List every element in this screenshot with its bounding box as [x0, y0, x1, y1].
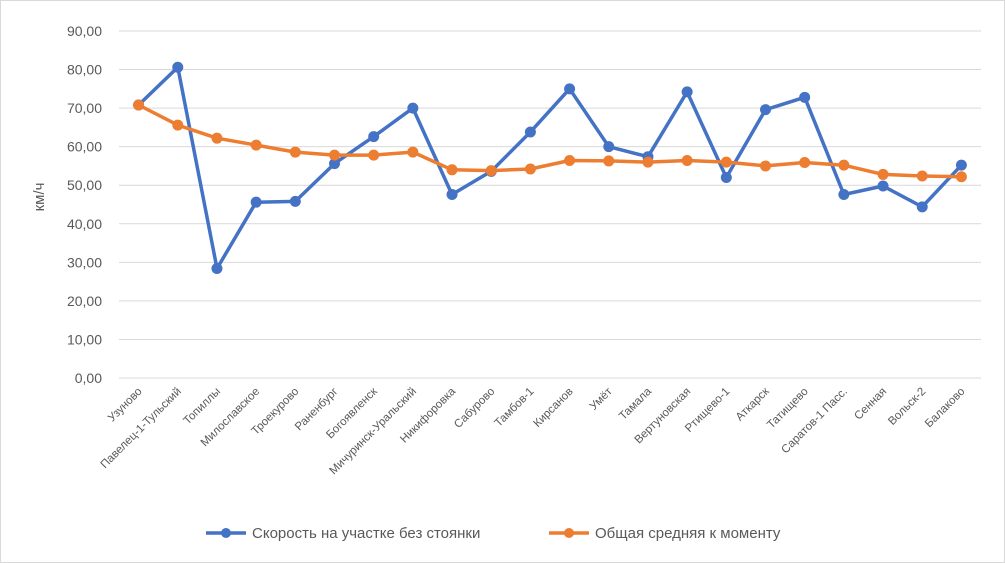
series-2-point [681, 155, 693, 167]
series-2-point [603, 155, 615, 167]
y-tick-label: 0,00 [75, 370, 102, 386]
y-tick-label: 90,00 [67, 23, 102, 39]
series-2-point [799, 156, 811, 168]
legend-swatch-marker [221, 528, 231, 538]
x-tick-labels: УзуновоПавелец-1-ТульскийТопиллыМилослав… [99, 385, 968, 477]
y-tick-label: 30,00 [67, 254, 102, 270]
x-tick-label: Павелец-1-Тульский [99, 386, 184, 471]
series-markers [133, 61, 967, 275]
x-tick-label: Кирсанов [531, 386, 575, 430]
x-tick-label: Балаково [923, 386, 968, 431]
series-2-point [760, 160, 771, 172]
series-1-point [603, 141, 615, 153]
legend-swatch-marker [564, 528, 574, 538]
series-line-1 [137, 65, 963, 271]
series-2-point [524, 163, 536, 175]
x-tick-label: Саратов-1 Пасс. [779, 386, 850, 457]
x-tick-label: Тамбов-1 [493, 386, 537, 430]
series-1-point [955, 159, 967, 171]
series-2-point [720, 156, 732, 168]
series-2-point [133, 99, 145, 111]
series-1-point [446, 188, 458, 200]
series-lines [137, 65, 963, 271]
series-1-point [760, 104, 771, 116]
y-axis-title: км/ч [31, 183, 48, 212]
series-1-point [211, 263, 223, 275]
series-2-point [642, 156, 654, 168]
series-2-point [877, 168, 889, 180]
x-tick-label: Топиллы [181, 386, 223, 428]
series-1-point [916, 201, 928, 213]
series-1-point [524, 126, 536, 138]
y-tick-label: 20,00 [67, 293, 102, 309]
x-tick-label: Тамала [617, 385, 654, 422]
y-tick-label: 50,00 [67, 177, 102, 193]
series-line-2 [137, 103, 962, 179]
series-2-point [368, 149, 380, 161]
series-2-point [446, 164, 458, 176]
x-tick-label: Аткарск [734, 385, 773, 424]
series-1-point [877, 180, 889, 192]
series-1-point [681, 86, 693, 98]
series-2-point [916, 170, 928, 182]
series-1-point [172, 61, 184, 73]
series-1-point [407, 102, 419, 114]
x-tick-label: Умёт [588, 385, 616, 413]
series-1-point [368, 131, 380, 143]
series-2-point [838, 159, 850, 171]
gridlines [119, 30, 981, 379]
y-tick-label: 10,00 [67, 331, 102, 347]
series-2-point [172, 119, 184, 131]
x-tick-label: Сенная [852, 386, 889, 423]
series-2-point [485, 165, 497, 177]
series-2-point [289, 146, 301, 158]
y-tick-labels: 0,00 10,00 20,00 30,00 40,00 50,00 60,00 70,00 8… [67, 23, 102, 386]
legend-label: Общая средняя к моменту [595, 525, 781, 542]
series-2-point [955, 171, 967, 183]
series-1-point [720, 172, 732, 184]
series-1-point [838, 188, 850, 200]
series-2-point [564, 155, 576, 167]
y-tick-label: 40,00 [67, 216, 102, 232]
series-2-point [407, 146, 419, 158]
series-2-point [211, 132, 223, 144]
x-tick-label: Сабурово [452, 386, 497, 431]
series-1-point [564, 83, 576, 95]
series-2-point [329, 149, 340, 161]
series-1-point [250, 196, 262, 208]
legend-label: Скорость на участке без стоянки [252, 525, 480, 542]
y-tick-label: 60,00 [67, 139, 102, 155]
y-tick-label: 80,00 [67, 62, 102, 78]
y-tick-label: 70,00 [67, 100, 102, 116]
x-tick-label: Узуново [106, 386, 145, 425]
legend: Скорость на участке без стоянки Общая сре… [206, 525, 781, 542]
series-1-point [799, 91, 811, 103]
series-2-point [250, 139, 262, 151]
series-1-point [289, 195, 301, 207]
